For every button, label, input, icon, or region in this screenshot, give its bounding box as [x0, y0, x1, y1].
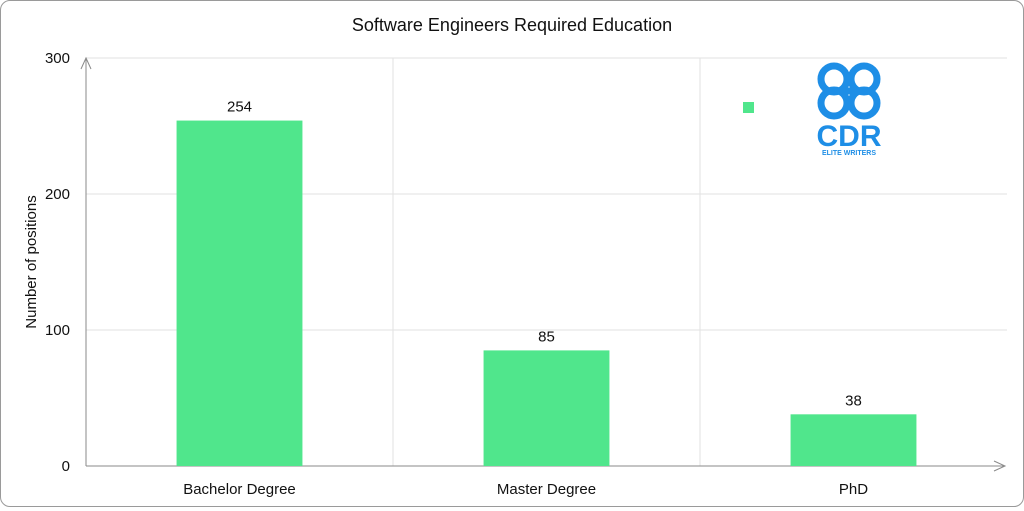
bar — [176, 120, 303, 466]
logo-tagline: ELITE WRITERS — [822, 150, 876, 157]
bar — [483, 350, 610, 466]
cdr-logo: CDR ELITE WRITERS — [817, 62, 882, 157]
y-tick-label: 200 — [45, 186, 70, 203]
data-label: 38 — [845, 392, 862, 409]
logo-wordmark: CDR — [817, 120, 882, 153]
data-label: 254 — [227, 99, 252, 116]
bar — [790, 414, 917, 466]
category-label: PhD — [839, 481, 868, 498]
y-axis-label: Number of positions — [23, 195, 40, 328]
category-labels: Bachelor Degree Master Degree PhD — [183, 481, 868, 498]
bars — [176, 120, 917, 466]
data-labels: 254 85 38 — [227, 99, 862, 410]
y-tick-labels: 0 100 200 300 — [45, 50, 70, 475]
clover-knot-logo-icon — [817, 62, 881, 120]
y-tick-label: 300 — [45, 50, 70, 67]
y-tick-label: 0 — [62, 458, 70, 475]
y-tick-label: 100 — [45, 322, 70, 339]
category-label: Bachelor Degree — [183, 481, 296, 498]
x-axis-arrow — [993, 460, 1007, 472]
y-axis-arrow — [80, 56, 92, 70]
data-label: 85 — [538, 328, 555, 345]
category-label: Master Degree — [497, 481, 596, 498]
chart-title: Software Engineers Required Education — [352, 15, 672, 35]
legend-swatch — [743, 102, 754, 113]
